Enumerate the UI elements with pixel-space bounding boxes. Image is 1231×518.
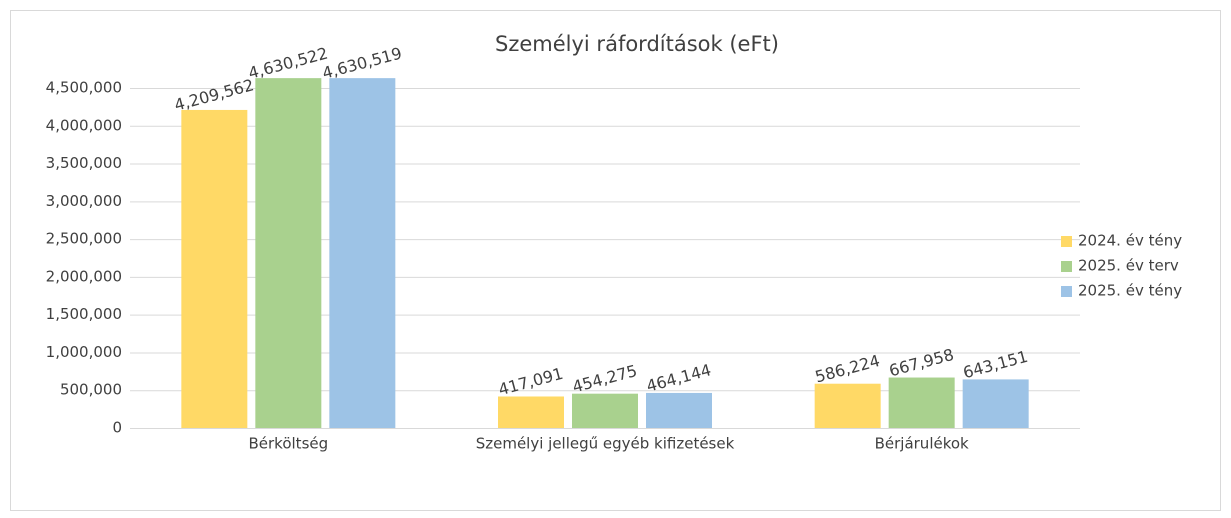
bar bbox=[962, 379, 1029, 428]
legend-swatch bbox=[1061, 236, 1072, 247]
legend-label: 2024. év tény bbox=[1078, 232, 1182, 250]
bar bbox=[888, 377, 955, 428]
y-tick-label: 0 bbox=[112, 419, 122, 437]
y-tick-label: 2,500,000 bbox=[46, 230, 122, 248]
legend-swatch bbox=[1061, 286, 1072, 297]
x-tick-label: Bérjárulékok bbox=[875, 435, 969, 453]
y-tick-label: 1,000,000 bbox=[46, 343, 122, 361]
bar bbox=[255, 78, 322, 428]
x-tick-label: Személyi jellegű egyéb kifizetések bbox=[476, 435, 735, 453]
bar bbox=[814, 383, 881, 428]
bar bbox=[329, 78, 396, 429]
y-tick-label: 3,000,000 bbox=[46, 192, 122, 210]
bar bbox=[498, 396, 564, 428]
legend-swatch bbox=[1061, 261, 1072, 272]
y-tick-label: 4,500,000 bbox=[46, 79, 122, 97]
legend-label: 2025. év terv bbox=[1078, 257, 1179, 275]
x-tick-label: Bérköltség bbox=[249, 435, 329, 453]
chart-title: Személyi ráfordítások (eFt) bbox=[495, 32, 779, 56]
legend-label: 2025. év tény bbox=[1078, 282, 1182, 300]
y-tick-label: 4,000,000 bbox=[46, 116, 122, 134]
bar bbox=[646, 392, 712, 428]
y-tick-label: 3,500,000 bbox=[46, 154, 122, 172]
y-tick-label: 2,000,000 bbox=[46, 267, 122, 285]
bar bbox=[181, 109, 248, 428]
y-tick-label: 1,500,000 bbox=[46, 305, 122, 323]
y-tick-label: 500,000 bbox=[60, 381, 122, 399]
bar bbox=[572, 393, 638, 428]
